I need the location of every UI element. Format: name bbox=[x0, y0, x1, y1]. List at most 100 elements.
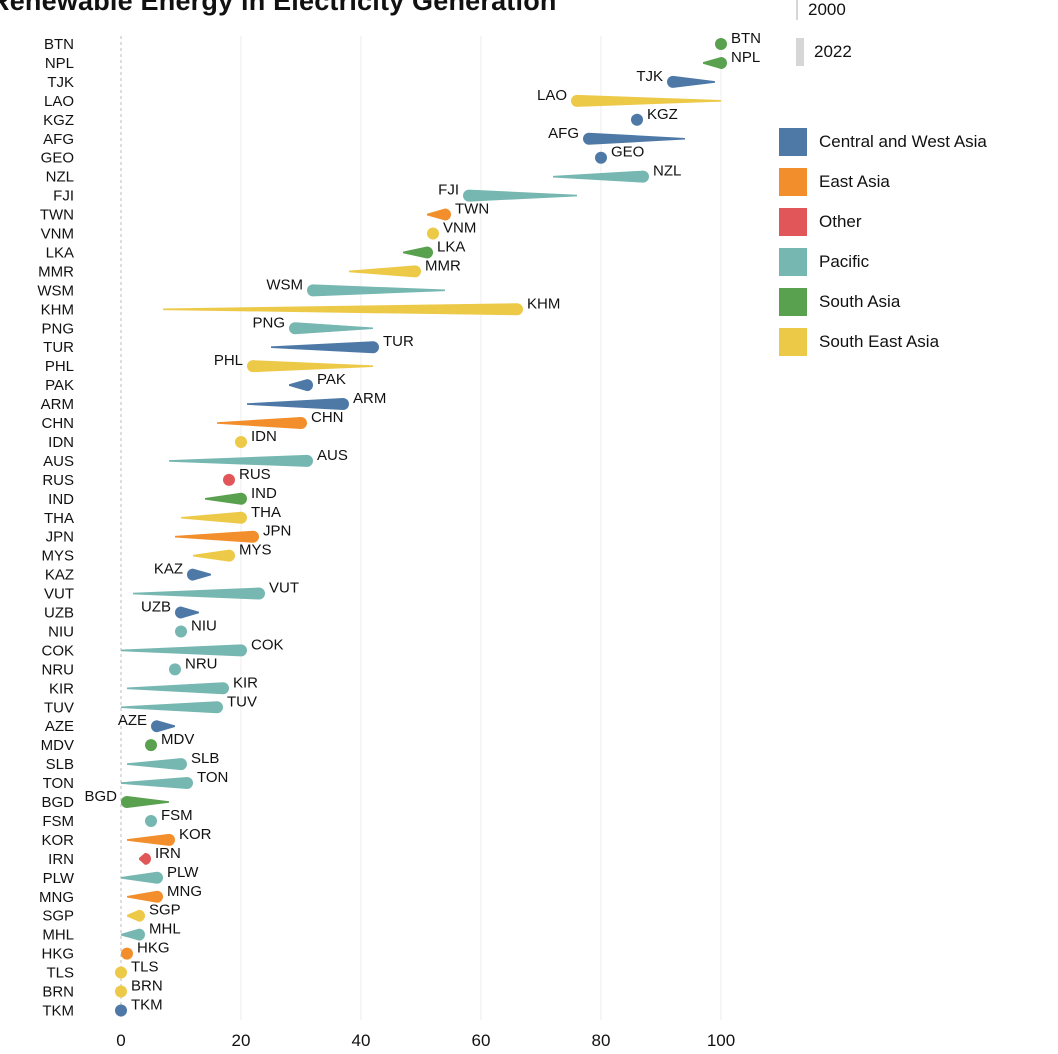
teardrop-twn bbox=[427, 208, 452, 221]
teardrop-lao bbox=[571, 94, 721, 107]
dot-hkg bbox=[121, 947, 133, 960]
teardrop-nzl bbox=[553, 170, 649, 183]
category-label-khm: KHM bbox=[41, 301, 74, 318]
category-label-mdv: MDV bbox=[41, 737, 74, 754]
teardrop-kor bbox=[127, 833, 175, 846]
point-label-aze: AZE bbox=[118, 712, 147, 729]
teardrop-wsm bbox=[307, 284, 445, 297]
teardrop-irn bbox=[139, 852, 151, 865]
teardrop-ind bbox=[205, 492, 247, 505]
point-label-kgz: KGZ bbox=[647, 106, 678, 123]
category-label-nru: NRU bbox=[42, 661, 75, 678]
point-label-jpn: JPN bbox=[263, 523, 291, 540]
point-label-arm: ARM bbox=[353, 390, 386, 407]
size-key-2000-mark bbox=[796, 0, 798, 20]
category-label-jpn: JPN bbox=[46, 529, 74, 546]
color-legend: Central and West Asia East Asia Other Pacif… bbox=[779, 122, 987, 362]
legend-label: South East Asia bbox=[819, 332, 940, 351]
teardrop-jpn bbox=[175, 530, 259, 543]
x-tick-label-60: 60 bbox=[472, 1031, 491, 1050]
point-label-afg: AFG bbox=[548, 125, 579, 142]
category-label-arm: ARM bbox=[41, 396, 74, 413]
point-label-uzb: UZB bbox=[141, 599, 171, 616]
x-tick-label-100: 100 bbox=[707, 1031, 735, 1050]
teardrop-bgd bbox=[121, 796, 169, 808]
dot-btn bbox=[715, 38, 727, 50]
dot-nru bbox=[169, 663, 181, 676]
point-label-chn: CHN bbox=[311, 409, 344, 426]
point-label-tuv: TUV bbox=[227, 693, 257, 710]
teardrop-npl bbox=[703, 56, 727, 69]
size-key-2022: 2022 bbox=[796, 38, 852, 66]
category-label-kgz: KGZ bbox=[43, 112, 74, 129]
category-label-irn: IRN bbox=[48, 851, 74, 868]
category-label-tls: TLS bbox=[46, 965, 74, 982]
teardrop-chn bbox=[217, 417, 307, 429]
point-label-fji: FJI bbox=[438, 182, 459, 199]
point-label-khm: KHM bbox=[527, 295, 560, 312]
category-label-npl: NPL bbox=[45, 55, 74, 72]
dot-kgz bbox=[631, 113, 643, 126]
category-label-mmr: MMR bbox=[38, 263, 74, 280]
legend-item-east-asia: East Asia bbox=[779, 162, 987, 202]
category-label-png: PNG bbox=[41, 320, 74, 337]
size-key-2022-mark bbox=[796, 38, 804, 66]
point-label-btn: BTN bbox=[731, 30, 760, 47]
point-label-geo: GEO bbox=[611, 144, 644, 161]
dot-mdv bbox=[145, 739, 157, 752]
point-label-ind: IND bbox=[251, 485, 277, 502]
point-label-tjk: TJK bbox=[636, 68, 663, 85]
category-label-btn: BTN bbox=[44, 36, 74, 53]
teardrop-phl bbox=[247, 360, 373, 373]
teardrop-aus bbox=[169, 454, 313, 467]
point-label-cok: COK bbox=[251, 636, 284, 653]
size-key-2000: 2000 bbox=[796, 0, 846, 20]
legend-swatch bbox=[779, 328, 807, 356]
point-label-tur: TUR bbox=[383, 333, 414, 350]
x-tick-label-20: 20 bbox=[232, 1031, 251, 1050]
point-label-nzl: NZL bbox=[653, 163, 681, 180]
point-label-mys: MYS bbox=[239, 542, 272, 559]
point-label-mdv: MDV bbox=[161, 731, 194, 748]
dot-niu bbox=[175, 625, 187, 638]
category-label-aze: AZE bbox=[45, 718, 74, 735]
dot-brn bbox=[115, 985, 127, 998]
point-label-phl: PHL bbox=[214, 352, 243, 369]
teardrop-mys bbox=[193, 549, 235, 562]
category-label-slb: SLB bbox=[46, 756, 74, 773]
category-label-tkm: TKM bbox=[42, 1002, 74, 1019]
category-label-lka: LKA bbox=[46, 244, 74, 261]
point-label-brn: BRN bbox=[131, 978, 163, 995]
size-key-2022-label: 2022 bbox=[814, 42, 852, 61]
chart-title: Renewable Energy in Electricity Generati… bbox=[0, 0, 557, 16]
point-label-aus: AUS bbox=[317, 447, 348, 464]
chart-svg: 0 20 40 60 80 100 BTN BTN NPL NPL TJK TJK LAO LAO KGZ K… bbox=[37, 30, 760, 1050]
teardrop-png bbox=[289, 322, 373, 335]
dot-idn bbox=[235, 435, 247, 448]
point-label-ton: TON bbox=[197, 769, 228, 786]
teardrop-aze bbox=[151, 720, 175, 733]
category-label-pak: PAK bbox=[45, 377, 74, 394]
category-label-wsm: WSM bbox=[37, 282, 74, 299]
category-label-tuv: TUV bbox=[44, 699, 74, 716]
point-label-vut: VUT bbox=[269, 580, 299, 597]
point-label-kaz: KAZ bbox=[154, 561, 183, 578]
teardrop-vut bbox=[133, 587, 265, 600]
teardrop-tur bbox=[271, 341, 379, 354]
dot-tls bbox=[115, 966, 127, 979]
point-label-rus: RUS bbox=[239, 466, 271, 483]
teardrop-mmr bbox=[349, 265, 422, 278]
teardrop-cok bbox=[121, 644, 247, 657]
teardrop-plw bbox=[121, 871, 163, 884]
point-label-wsm: WSM bbox=[266, 276, 303, 293]
point-label-lao: LAO bbox=[537, 87, 567, 104]
legend-label: South Asia bbox=[819, 292, 901, 311]
legend-label: Pacific bbox=[819, 252, 870, 271]
teardrop-pak bbox=[289, 379, 313, 392]
teardrop-tuv bbox=[121, 701, 223, 714]
category-label-vnm: VNM bbox=[41, 226, 74, 243]
size-key-2000-label: 2000 bbox=[808, 0, 846, 19]
dot-vnm bbox=[427, 227, 439, 240]
category-label-kor: KOR bbox=[41, 832, 74, 849]
teardrop-mhl bbox=[121, 928, 145, 941]
